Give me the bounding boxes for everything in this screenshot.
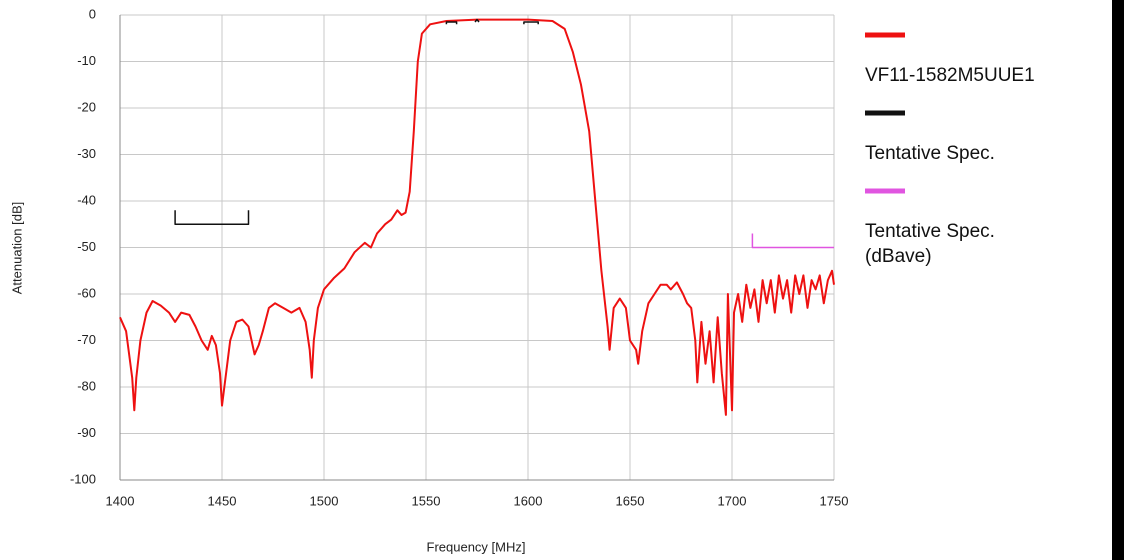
legend-line: (dBave) (865, 246, 932, 267)
y-tick-label: -30 (77, 146, 96, 161)
y-tick-label: -50 (77, 239, 96, 254)
x-tick-label: 1400 (106, 493, 135, 508)
x-axis-label: Frequency [MHz] (427, 539, 526, 554)
legend-label: VF11-1582M5UUE1 (865, 65, 1035, 86)
y-tick-label: 0 (89, 6, 96, 21)
y-tick-label: -90 (77, 425, 96, 440)
x-tick-label: 1750 (820, 493, 849, 508)
legend-label: Tentative Spec. (dBave) (865, 221, 995, 267)
legend-label: Tentative Spec. (865, 143, 995, 164)
y-tick-label: -70 (77, 332, 96, 347)
y-tick-label: -10 (77, 53, 96, 68)
x-tick-label: 1600 (514, 493, 543, 508)
x-tick-label: 1650 (616, 493, 645, 508)
y-tick-label: -60 (77, 285, 96, 300)
y-tick-label: -20 (77, 99, 96, 114)
series-line (751, 233, 834, 249)
x-tick-label: 1700 (718, 493, 747, 508)
y-axis-label: Attenuation [dB] (9, 202, 24, 295)
y-tick-label: -80 (77, 378, 96, 393)
y-tick-label: -40 (77, 192, 96, 207)
series-line (119, 18, 835, 416)
x-tick-label: 1450 (208, 493, 237, 508)
legend-line: Tentative Spec. (865, 221, 995, 242)
series-line (174, 18, 539, 225)
x-tick-label: 1500 (310, 493, 339, 508)
y-tick-label: -100 (70, 471, 96, 486)
x-tick-label: 1550 (412, 493, 441, 508)
edge-bar (1112, 0, 1124, 560)
